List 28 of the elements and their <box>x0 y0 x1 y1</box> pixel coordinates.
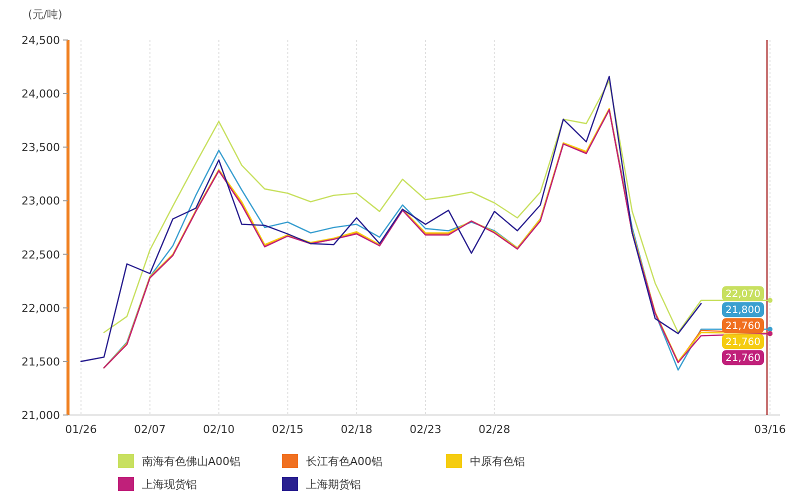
x-tick-label: 02/10 <box>202 423 235 436</box>
x-tick-label: 02/23 <box>410 423 442 436</box>
legend-label: 南海有色佛山A00铝 <box>142 455 241 468</box>
x-tick-label: 03/16 <box>754 423 786 436</box>
y-tick-label: 22,500 <box>22 248 60 262</box>
y-tick-label: 24,500 <box>22 34 60 47</box>
y-tick-label: 23,500 <box>22 141 60 154</box>
data-label: 22,070 <box>726 289 760 300</box>
data-label: 21,760 <box>726 321 760 332</box>
y-tick-label: 23,000 <box>22 194 60 208</box>
y-tick-label: 21,500 <box>22 355 60 368</box>
line-series <box>80 76 702 362</box>
legend-label: 长江有色A00铝 <box>306 455 383 468</box>
y-tick-label: 21,000 <box>22 409 60 422</box>
legend-label: 上海现货铝 <box>142 478 197 491</box>
data-label: 21,760 <box>726 353 760 364</box>
x-tick-label: 02/07 <box>134 423 166 436</box>
legend-label: 中原有色铝 <box>470 455 525 468</box>
data-label: 21,800 <box>726 305 760 316</box>
x-tick-label: 01/26 <box>65 423 97 436</box>
y-axis-title: (元/吨) <box>28 8 62 21</box>
x-tick-label: 02/15 <box>272 423 304 436</box>
x-tick-label: 02/28 <box>478 423 510 436</box>
y-tick-label: 24,000 <box>22 88 60 101</box>
y-tick-label: 22,000 <box>22 302 60 315</box>
legend-label: 上海期货铝 <box>306 478 361 491</box>
x-tick-label: 02/18 <box>340 423 372 436</box>
data-label: 21,760 <box>726 337 760 348</box>
